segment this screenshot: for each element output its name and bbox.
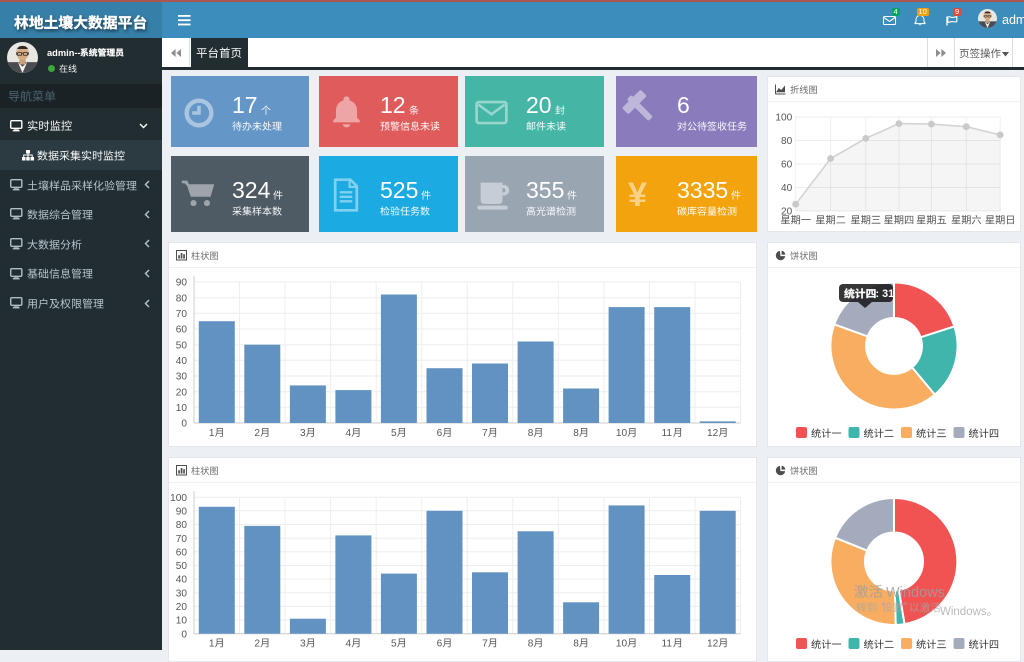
svg-text:11: 11	[662, 639, 673, 650]
svg-text:60: 60	[176, 325, 188, 336]
svg-text:20: 20	[176, 602, 188, 613]
svg-text:8: 8	[573, 428, 579, 439]
svg-text:30: 30	[176, 588, 188, 599]
svg-text:8: 8	[573, 639, 579, 650]
svg-text:40: 40	[781, 183, 793, 194]
svg-text:100: 100	[170, 493, 187, 504]
svg-text:12: 12	[707, 639, 719, 650]
svg-text:70: 70	[176, 309, 188, 320]
svg-text:5: 5	[391, 428, 397, 439]
svg-text:40: 40	[176, 356, 188, 367]
svg-text:80: 80	[176, 520, 188, 531]
svg-text:50: 50	[176, 561, 188, 572]
svg-text:40: 40	[176, 575, 188, 586]
svg-text:12: 12	[707, 428, 719, 439]
svg-text:90: 90	[176, 278, 188, 289]
svg-text:90: 90	[176, 506, 188, 517]
svg-text:4: 4	[346, 639, 352, 650]
svg-text:50: 50	[176, 340, 188, 351]
svg-text:60: 60	[176, 547, 188, 558]
svg-text:3: 3	[300, 428, 306, 439]
svg-text:5: 5	[391, 639, 397, 650]
svg-text:8: 8	[528, 639, 534, 650]
svg-text:80: 80	[176, 293, 188, 304]
svg-text:6: 6	[437, 428, 443, 439]
svg-text:7: 7	[482, 428, 488, 439]
svg-text:4: 4	[346, 428, 352, 439]
svg-text:20: 20	[176, 387, 188, 398]
svg-text:20: 20	[781, 207, 793, 218]
svg-text:3: 3	[300, 639, 306, 650]
svg-text:7: 7	[482, 639, 488, 650]
svg-text:11: 11	[662, 428, 673, 439]
svg-text:80: 80	[781, 136, 793, 147]
svg-text:10: 10	[176, 403, 188, 414]
svg-text:60: 60	[781, 160, 793, 171]
svg-text:10: 10	[616, 639, 628, 650]
svg-text:0: 0	[181, 419, 187, 430]
svg-text:6: 6	[437, 639, 443, 650]
svg-text:30: 30	[176, 372, 188, 383]
svg-text:10: 10	[176, 616, 188, 627]
svg-text:70: 70	[176, 534, 188, 545]
svg-text:1: 1	[209, 639, 215, 650]
svg-text:1: 1	[209, 428, 215, 439]
svg-text:0: 0	[181, 629, 187, 640]
svg-text:100: 100	[775, 113, 792, 124]
svg-text:2: 2	[254, 639, 260, 650]
svg-text:8: 8	[528, 428, 534, 439]
svg-text:2: 2	[254, 428, 260, 439]
svg-text:10: 10	[616, 428, 628, 439]
